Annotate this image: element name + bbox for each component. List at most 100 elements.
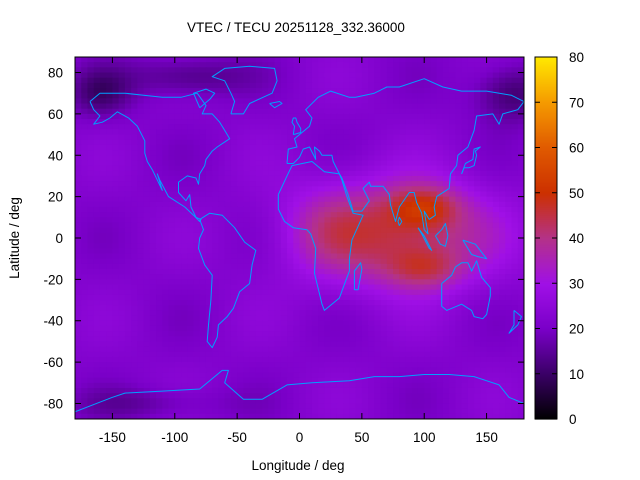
heatmap-cell	[480, 393, 488, 399]
heatmap-cell	[149, 217, 157, 224]
heatmap-cell	[361, 191, 369, 198]
heatmap-cell	[81, 57, 89, 63]
heatmap-cell	[461, 119, 469, 125]
heatmap-cell	[517, 62, 524, 68]
heatmap-cell	[411, 243, 419, 249]
heatmap-cell	[243, 408, 251, 415]
heatmap-cell	[212, 129, 220, 136]
heatmap-cell	[87, 336, 95, 343]
heatmap-cell	[174, 72, 182, 79]
heatmap-cell	[467, 113, 475, 120]
heatmap-cell	[311, 77, 319, 84]
heatmap-cell	[181, 408, 188, 415]
heatmap-cell	[499, 382, 506, 389]
heatmap-cell	[162, 398, 170, 405]
heatmap-cell	[162, 289, 170, 296]
heatmap-cell	[106, 72, 114, 79]
heatmap-cell	[280, 294, 288, 301]
heatmap-cell	[268, 253, 276, 260]
heatmap-cell	[361, 362, 369, 368]
heatmap-cell	[511, 155, 519, 162]
heatmap-cell	[168, 67, 176, 74]
heatmap-cell	[87, 294, 95, 301]
heatmap-cell	[218, 88, 226, 94]
heatmap-cell	[212, 274, 220, 280]
heatmap-cell	[224, 274, 232, 280]
heatmap-cell	[442, 274, 450, 280]
heatmap-cell	[131, 232, 138, 239]
heatmap-cell	[411, 367, 419, 374]
heatmap-cell	[374, 175, 382, 182]
heatmap-cell	[99, 72, 107, 79]
heatmap-cell	[255, 170, 263, 177]
heatmap-cell	[455, 227, 463, 234]
heatmap-cell	[517, 82, 524, 89]
heatmap-cell	[305, 93, 313, 99]
heatmap-cell	[318, 103, 326, 110]
heatmap-cell	[467, 155, 475, 162]
heatmap-cell	[162, 243, 170, 249]
heatmap-cell	[486, 325, 494, 332]
heatmap-cell	[118, 253, 126, 260]
heatmap-cell	[411, 93, 419, 99]
heatmap-cell	[486, 310, 494, 317]
heatmap-cell	[143, 77, 151, 84]
heatmap-cell	[237, 253, 244, 260]
heatmap-cell	[330, 325, 338, 332]
heatmap-cell	[205, 124, 213, 130]
heatmap-cell	[162, 300, 170, 306]
heatmap-cell	[143, 253, 151, 260]
heatmap-cell	[87, 315, 95, 322]
heatmap-cell	[280, 62, 288, 68]
heatmap-cell	[324, 300, 332, 306]
heatmap-cell	[280, 160, 288, 167]
heatmap-cell	[199, 88, 207, 94]
heatmap-cell	[75, 274, 82, 280]
heatmap-cell	[461, 269, 469, 275]
heatmap-cell	[255, 175, 263, 182]
heatmap-cell	[280, 403, 288, 410]
heatmap-cell	[330, 67, 338, 74]
heatmap-cell	[355, 258, 363, 265]
heatmap-cell	[93, 191, 101, 198]
heatmap-cell	[143, 294, 151, 301]
heatmap-cell	[237, 88, 244, 94]
heatmap-cell	[218, 165, 226, 172]
heatmap-cell	[461, 279, 469, 286]
heatmap-cell	[124, 170, 132, 177]
heatmap-cell	[511, 62, 519, 68]
heatmap-cell	[137, 325, 145, 332]
heatmap-cell	[386, 258, 394, 265]
heatmap-cell	[224, 243, 232, 249]
heatmap-cell	[299, 372, 307, 379]
heatmap-cell	[243, 160, 251, 167]
heatmap-cell	[380, 150, 388, 156]
heatmap-cell	[181, 413, 188, 419]
heatmap-cell	[249, 134, 257, 141]
heatmap-cell	[106, 305, 114, 311]
heatmap-cell	[187, 129, 195, 136]
heatmap-cell	[112, 232, 120, 239]
heatmap-cell	[162, 227, 170, 234]
heatmap-cell	[374, 346, 382, 353]
heatmap-cell	[480, 201, 488, 208]
heatmap-cell	[137, 398, 145, 405]
heatmap-cell	[417, 248, 425, 255]
heatmap-cell	[218, 175, 226, 182]
heatmap-cell	[499, 196, 506, 203]
heatmap-cell	[424, 139, 432, 146]
heatmap-cell	[268, 186, 276, 193]
heatmap-cell	[224, 150, 232, 156]
heatmap-cell	[99, 212, 107, 218]
heatmap-cell	[99, 310, 107, 317]
heatmap-cell	[318, 331, 326, 337]
heatmap-cell	[187, 108, 195, 115]
heatmap-cell	[417, 57, 425, 63]
heatmap-cell	[343, 362, 350, 368]
heatmap-cell	[212, 263, 220, 270]
heatmap-cell	[474, 238, 481, 244]
heatmap-cell	[324, 320, 332, 327]
heatmap-cell	[162, 408, 170, 415]
heatmap-cell	[430, 150, 438, 156]
heatmap-cell	[311, 175, 319, 182]
